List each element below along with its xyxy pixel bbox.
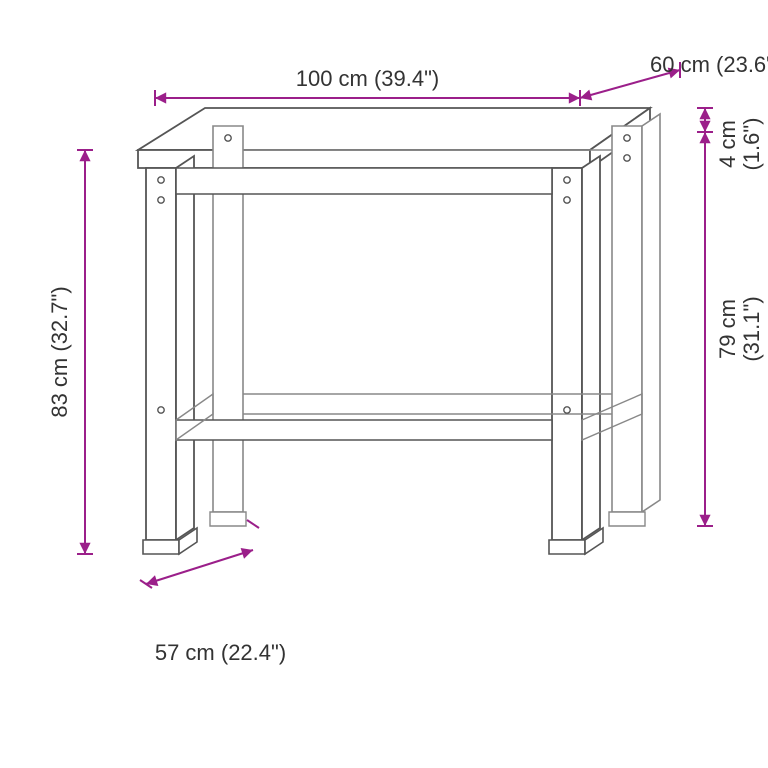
svg-text:57 cm (22.4"): 57 cm (22.4") [155, 640, 286, 665]
dimension-drawing: 100 cm (39.4") 60 cm (23.6") 83 cm (32.7")… [0, 0, 768, 768]
svg-text:60 cm (23.6"): 60 cm (23.6") [650, 52, 768, 77]
svg-text:79 cm: 79 cm [715, 299, 740, 359]
svg-text:83 cm (32.7"): 83 cm (32.7") [47, 286, 72, 417]
svg-text:(31.1"): (31.1") [739, 296, 764, 361]
table-outline [138, 108, 660, 554]
svg-text:(1.6"): (1.6") [739, 117, 764, 170]
svg-text:4 cm: 4 cm [715, 120, 740, 168]
svg-text:100 cm (39.4"): 100 cm (39.4") [296, 66, 440, 91]
